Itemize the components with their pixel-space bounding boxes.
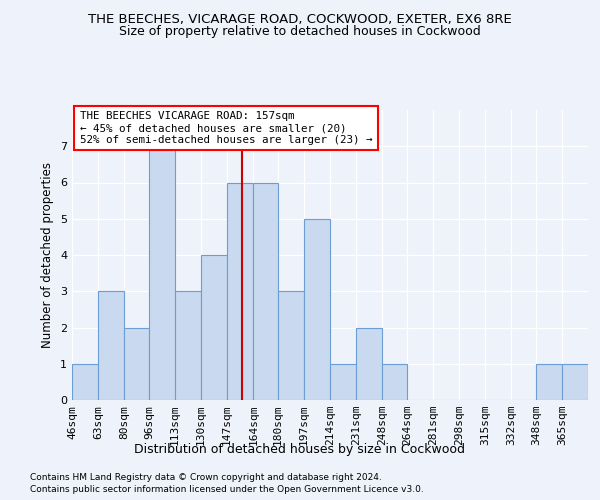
Bar (304, 219, 330, 400)
Bar (562, 364, 588, 400)
Bar (382, 364, 407, 400)
Bar (330, 364, 356, 400)
Bar (356, 328, 382, 400)
Bar (227, 182, 253, 400)
Text: Contains HM Land Registry data © Crown copyright and database right 2024.: Contains HM Land Registry data © Crown c… (30, 472, 382, 482)
Bar (98, 291, 124, 400)
Y-axis label: Number of detached properties: Number of detached properties (41, 162, 55, 348)
Bar (253, 182, 278, 400)
Text: THE BEECHES VICARAGE ROAD: 157sqm
← 45% of detached houses are smaller (20)
52% : THE BEECHES VICARAGE ROAD: 157sqm ← 45% … (80, 112, 372, 144)
Text: Contains public sector information licensed under the Open Government Licence v3: Contains public sector information licen… (30, 485, 424, 494)
Text: Distribution of detached houses by size in Cockwood: Distribution of detached houses by size … (134, 442, 466, 456)
Text: THE BEECHES, VICARAGE ROAD, COCKWOOD, EXETER, EX6 8RE: THE BEECHES, VICARAGE ROAD, COCKWOOD, EX… (88, 12, 512, 26)
Bar (201, 255, 227, 400)
Bar (536, 364, 562, 400)
Bar (124, 328, 149, 400)
Bar (149, 146, 175, 400)
Bar (278, 291, 304, 400)
Bar (175, 291, 201, 400)
Text: Size of property relative to detached houses in Cockwood: Size of property relative to detached ho… (119, 25, 481, 38)
Bar (72, 364, 98, 400)
